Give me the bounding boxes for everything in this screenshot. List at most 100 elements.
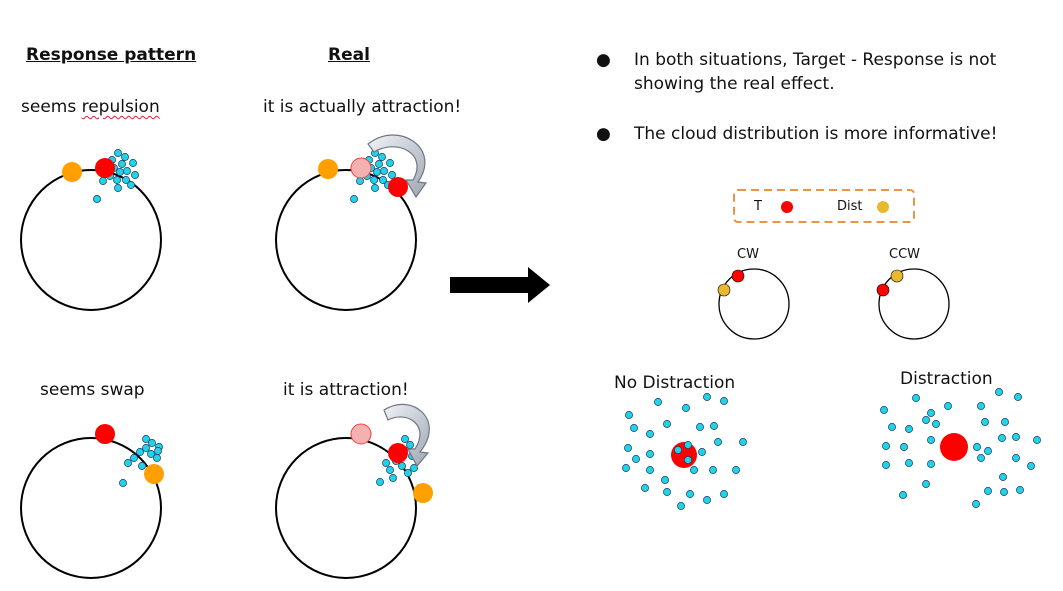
response-dot	[646, 450, 654, 458]
response-dot	[380, 167, 388, 175]
response-dot	[899, 491, 907, 499]
cw-circle	[718, 268, 790, 340]
legend-target-label: T	[754, 199, 762, 214]
response-dot	[127, 181, 135, 189]
target-marker	[95, 158, 115, 178]
response-dot	[882, 461, 890, 469]
distraction-target	[940, 433, 968, 461]
distraction-cloud	[880, 388, 1041, 508]
response-dot	[99, 177, 107, 185]
response-dot	[382, 459, 390, 467]
legend-dist-label: Dist	[837, 199, 863, 214]
response-dot	[129, 159, 137, 167]
response-dot	[1012, 454, 1020, 462]
response-dot	[703, 393, 711, 401]
response-dot	[389, 474, 397, 482]
response-cloud-row1-response	[93, 149, 139, 203]
response-dot	[630, 424, 638, 432]
distraction-label: Distraction	[900, 369, 993, 389]
distractor-marker	[318, 159, 338, 179]
response-dot	[710, 422, 718, 430]
response-dot	[142, 435, 150, 443]
circle-response-repulsion	[20, 169, 162, 311]
response-dot	[995, 388, 1003, 396]
response-dot	[732, 466, 740, 474]
response-dot	[977, 454, 985, 462]
response-dot	[944, 402, 952, 410]
response-dot	[356, 177, 364, 185]
response-dot	[1000, 488, 1008, 496]
response-dot	[698, 448, 706, 456]
response-dot	[376, 478, 384, 486]
response-dot	[1027, 462, 1035, 470]
bullet-text: In both situations, Target - Response is…	[634, 50, 997, 94]
no-distraction-label: No Distraction	[614, 373, 736, 393]
response-dot	[880, 406, 888, 414]
circle-response-swap	[20, 437, 162, 579]
response-dot	[406, 441, 414, 449]
response-dot	[386, 466, 394, 474]
response-dot	[882, 442, 890, 450]
response-dot	[912, 394, 920, 402]
no-distraction-target	[671, 442, 697, 468]
response-dot	[148, 439, 156, 447]
bullet-item-1: ● In both situations, Target - Response …	[596, 48, 1036, 98]
curved-arrow-icon	[367, 134, 428, 199]
bullet-item-2: ● The cloud distribution is more informa…	[596, 122, 1036, 148]
ccw-dist-dot	[890, 269, 904, 283]
response-dot	[922, 416, 930, 424]
response-dot	[388, 171, 396, 179]
circle-real-attraction-1	[275, 169, 417, 311]
response-dot	[720, 490, 728, 498]
target-marker	[388, 177, 408, 197]
response-dot	[398, 462, 406, 470]
response-dot	[138, 462, 146, 470]
response-pattern-header: Response pattern	[26, 45, 197, 65]
caption-actually-attraction: it is actually attraction!	[263, 97, 462, 117]
response-dot	[154, 447, 162, 455]
response-dot	[147, 450, 155, 458]
response-dot	[972, 500, 980, 508]
response-dot	[114, 184, 122, 192]
distractor-marker	[62, 162, 82, 182]
cw-target-dot	[731, 269, 745, 283]
response-dot	[932, 420, 940, 428]
bullet-text: The cloud distribution is more informati…	[634, 124, 998, 144]
bullet-dot: ●	[596, 124, 611, 144]
right-arrow-icon	[450, 267, 550, 303]
ccw-label: CCW	[889, 247, 921, 262]
response-dot	[690, 466, 698, 474]
response-dot	[386, 159, 394, 167]
response-dot	[404, 469, 412, 477]
response-dot	[677, 502, 685, 510]
response-dot	[1001, 418, 1009, 426]
original-target-marker	[350, 157, 372, 179]
response-dot	[622, 464, 630, 472]
response-dot	[93, 195, 101, 203]
response-dot	[703, 496, 711, 504]
target-marker	[388, 443, 408, 463]
ccw-target-dot	[876, 283, 890, 297]
response-dot	[131, 171, 139, 179]
cw-label: CW	[737, 247, 759, 262]
response-dot	[632, 455, 640, 463]
response-dot	[350, 195, 358, 203]
response-dot	[370, 176, 378, 184]
response-dot	[684, 456, 692, 464]
caption-repulsion-word: repulsion	[81, 97, 160, 117]
response-dot	[905, 425, 913, 433]
response-dot	[118, 160, 126, 168]
response-dot	[114, 149, 122, 157]
response-dot	[641, 484, 649, 492]
target-marker	[95, 424, 115, 444]
response-dot	[1012, 433, 1020, 441]
response-dot	[379, 176, 387, 184]
response-dot	[410, 464, 418, 472]
original-target-marker	[350, 423, 372, 445]
response-dot	[119, 479, 127, 487]
response-dot	[371, 184, 379, 192]
real-header: Real	[328, 45, 370, 65]
legend-dist-swatch	[877, 201, 889, 213]
response-dot	[153, 454, 161, 462]
